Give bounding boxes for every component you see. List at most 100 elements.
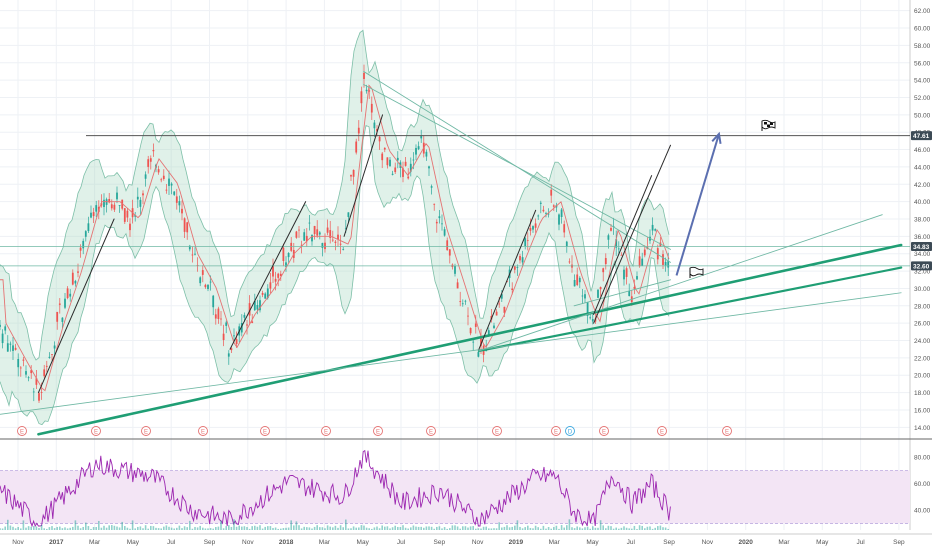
candle xyxy=(420,135,423,139)
earnings-marker[interactable]: E xyxy=(141,426,151,436)
impulse-line[interactable] xyxy=(229,201,307,350)
candle xyxy=(321,242,324,248)
candle xyxy=(500,294,503,299)
impulse-line[interactable] xyxy=(593,144,672,324)
volume-bar xyxy=(261,528,264,530)
earnings-marker[interactable]: E xyxy=(373,426,383,436)
volume-bar xyxy=(246,527,248,530)
target-flag[interactable] xyxy=(761,119,776,131)
volume-bar xyxy=(316,525,318,530)
earnings-marker[interactable]: E xyxy=(551,426,561,436)
volume-bar xyxy=(324,528,326,530)
x-tick-label: Mar xyxy=(89,539,101,546)
trendline[interactable] xyxy=(0,292,902,415)
rsi-axis[interactable]: 80.00 60.00 40.00 xyxy=(914,455,931,515)
x-tick-label: May xyxy=(357,539,370,546)
earnings-marker[interactable]: E xyxy=(17,426,27,436)
volume-bar xyxy=(589,528,591,530)
impulse-line[interactable] xyxy=(343,114,384,237)
current-flag[interactable] xyxy=(689,266,704,278)
volume-bar xyxy=(186,527,188,530)
price-tag-label: 34.83 xyxy=(913,244,930,251)
volume-bar xyxy=(46,528,48,530)
support-trendline[interactable] xyxy=(477,266,903,353)
support-trendline[interactable] xyxy=(37,243,903,436)
volume-bar xyxy=(163,526,165,530)
trendline[interactable] xyxy=(363,84,671,250)
impulse-line[interactable] xyxy=(593,175,653,315)
volume-bar xyxy=(59,526,61,530)
candle xyxy=(256,305,259,310)
volume-bar xyxy=(66,528,69,530)
bollinger-lower xyxy=(0,124,670,426)
trendline[interactable] xyxy=(478,214,883,352)
volume-bar xyxy=(194,526,196,530)
candle xyxy=(459,301,462,303)
volume-bar xyxy=(563,527,565,530)
volume-bar xyxy=(116,526,118,530)
rsi-tick-label: 60.00 xyxy=(914,481,931,488)
candle xyxy=(654,229,657,231)
candle xyxy=(464,300,467,302)
dividend-marker[interactable]: D xyxy=(565,426,575,436)
volume-bar xyxy=(202,527,204,530)
candle xyxy=(568,261,571,263)
x-tick-label: Jul xyxy=(167,539,176,546)
y-tick-label: 54.00 xyxy=(914,78,931,85)
candle xyxy=(370,103,373,113)
trendline[interactable] xyxy=(573,279,671,307)
candle xyxy=(233,335,235,337)
earnings-marker[interactable]: E xyxy=(321,426,331,436)
event-marker-label: E xyxy=(94,430,98,436)
candle xyxy=(545,212,547,214)
volume-bar xyxy=(612,528,615,530)
volume-bar xyxy=(12,526,14,530)
volume-bar xyxy=(579,527,581,530)
impulse-line[interactable] xyxy=(37,218,115,394)
volume-bar xyxy=(277,528,279,530)
event-marker-label: E xyxy=(725,430,729,436)
earnings-marker[interactable]: E xyxy=(657,426,667,436)
y-tick-label: 52.00 xyxy=(914,95,931,102)
earnings-marker[interactable]: E xyxy=(260,426,270,436)
earnings-marker[interactable]: E xyxy=(722,426,732,436)
event-marker-label: E xyxy=(144,430,148,436)
earnings-marker[interactable]: E xyxy=(426,426,436,436)
candle xyxy=(303,232,306,241)
earnings-marker[interactable]: E xyxy=(492,426,502,436)
candle xyxy=(243,314,246,318)
candle xyxy=(173,191,176,195)
volume-bar xyxy=(342,527,344,530)
volume-bar xyxy=(506,525,508,530)
candle xyxy=(360,91,363,104)
candle xyxy=(534,223,537,228)
candle xyxy=(12,345,14,351)
event-marker-label: E xyxy=(201,430,205,436)
earnings-marker[interactable]: E xyxy=(599,426,609,436)
volume-bar xyxy=(207,528,209,530)
candle xyxy=(25,371,27,375)
volume-bar xyxy=(157,528,160,530)
volume-bar xyxy=(228,525,230,530)
projection-arrow[interactable] xyxy=(675,133,720,276)
volume-bar xyxy=(165,525,168,530)
volume-bar xyxy=(85,522,87,530)
volume-bar xyxy=(20,528,22,530)
candle xyxy=(56,311,59,322)
volume-bar xyxy=(441,528,443,530)
earnings-marker[interactable]: E xyxy=(91,426,101,436)
y-tick-label: 38.00 xyxy=(914,217,931,224)
event-marker-label: E xyxy=(20,430,24,436)
earnings-marker[interactable]: E xyxy=(198,426,208,436)
candle xyxy=(126,210,129,218)
volume-bar xyxy=(287,527,290,530)
impulse-line[interactable] xyxy=(478,209,537,350)
candle xyxy=(178,201,181,206)
volume-bar xyxy=(558,528,560,530)
volume-bar xyxy=(183,526,186,530)
volume-bar xyxy=(628,528,630,530)
x-axis[interactable]: Nov 2017 Mar May Jul Sep Nov 2018 Mar May Jul Sep No… xyxy=(12,539,905,546)
candle xyxy=(474,323,477,327)
volume-bar xyxy=(651,528,654,530)
